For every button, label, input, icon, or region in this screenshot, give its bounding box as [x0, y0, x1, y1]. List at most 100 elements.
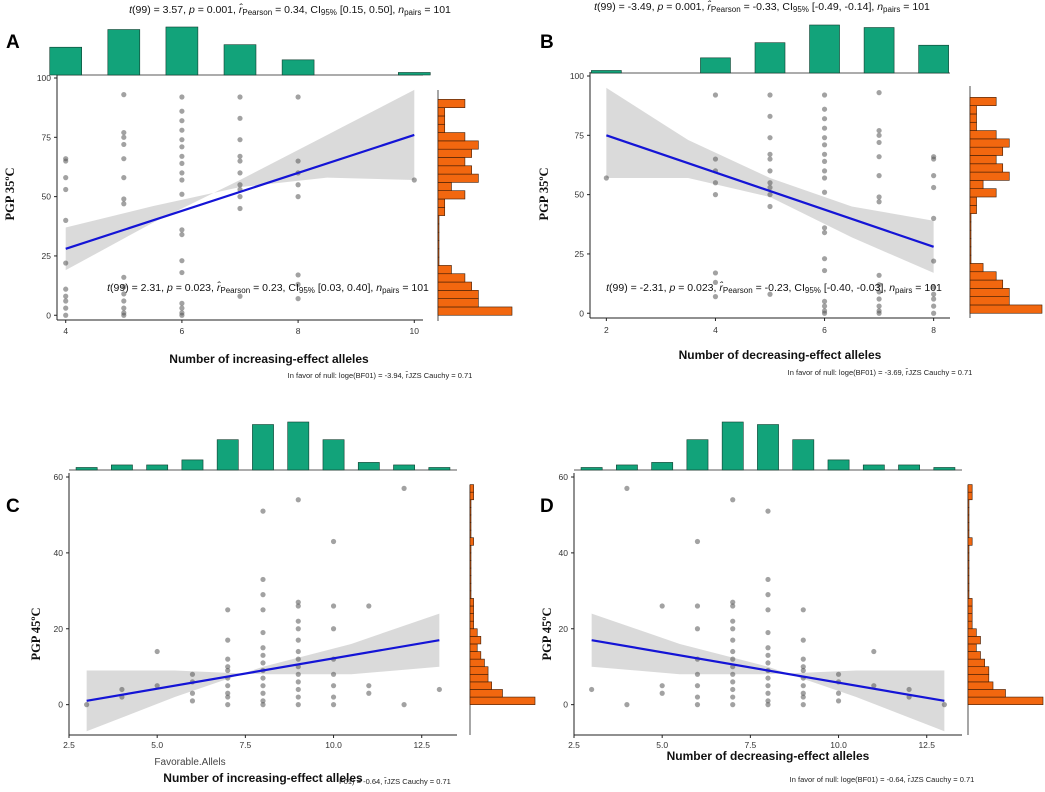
data-point — [225, 656, 231, 662]
right-hist-bar — [969, 163, 1004, 173]
right-hist-bar — [967, 582, 970, 592]
data-point — [876, 289, 882, 295]
x-tick-label: 10 — [410, 326, 420, 336]
right-hist-bar — [967, 636, 981, 645]
right-hist-bar — [967, 666, 990, 675]
top-hist-bar — [757, 424, 779, 471]
top-hist-bar — [651, 462, 674, 471]
data-point — [765, 702, 771, 708]
data-point — [295, 281, 301, 288]
top-hist-bar — [862, 464, 885, 471]
x-tick-label: 6 — [822, 325, 827, 335]
data-point — [767, 168, 773, 174]
data-point — [767, 291, 773, 297]
right-hist-bar — [437, 182, 452, 191]
data-point — [237, 293, 243, 299]
data-point — [295, 497, 301, 503]
top-hist-bar — [252, 424, 274, 471]
right-hist-bar — [437, 190, 466, 200]
right-hist-bar — [967, 598, 973, 607]
data-point — [765, 690, 771, 696]
data-point — [821, 225, 828, 231]
data-point — [295, 599, 301, 605]
right-hist-bar — [469, 567, 472, 576]
bayes-factor-text: In favor of null: loge(BF01) = -0.64, r̂… — [790, 775, 975, 784]
right-hist-bar — [469, 522, 472, 531]
data-point — [84, 702, 90, 708]
data-point — [260, 698, 266, 704]
data-point — [876, 90, 882, 96]
data-point — [237, 115, 243, 121]
right-hist-bar — [969, 196, 977, 206]
data-point — [876, 303, 882, 309]
stats-text: t(99) = -2.31, p = 0.023, r̂Pearson = -0… — [606, 280, 942, 295]
data-point — [821, 158, 828, 165]
data-point — [694, 538, 701, 545]
y-tick-label: 50 — [575, 190, 585, 200]
data-point — [237, 137, 243, 143]
data-point — [179, 227, 185, 233]
right-hist-bar — [969, 246, 972, 256]
y-axis-label: PGP 35ºC — [3, 167, 17, 220]
right-hist-bar — [969, 296, 1010, 306]
bayes-factor-text: In favor of null: loge(BF01) = -3.94, r̂… — [288, 371, 473, 380]
data-point — [712, 270, 719, 276]
data-point — [765, 576, 771, 583]
x-tick-label: 8 — [931, 325, 936, 335]
right-hist-bar — [967, 484, 973, 493]
top-hist-bar — [223, 44, 257, 76]
data-point — [237, 153, 243, 159]
right-hist-bar — [969, 105, 977, 115]
right-hist-bar — [969, 180, 984, 189]
x-tick-label: 7.5 — [744, 740, 756, 750]
data-point — [260, 629, 266, 636]
data-point — [821, 106, 828, 112]
data-point — [931, 296, 937, 302]
data-point — [121, 201, 127, 207]
right-hist-bar — [469, 673, 489, 683]
data-point — [179, 305, 185, 311]
data-point — [765, 607, 771, 613]
x-tick-label: 12.5 — [413, 740, 430, 750]
confidence-band — [65, 89, 415, 271]
right-hist-bar — [437, 223, 440, 233]
data-point — [821, 151, 828, 157]
data-point — [730, 603, 736, 609]
top-hist-bar — [393, 464, 415, 471]
right-hist-bar — [437, 240, 440, 250]
top-hist-bar — [721, 421, 744, 471]
data-point — [767, 135, 773, 141]
right-hist-bar — [967, 681, 994, 690]
top-hist-bar — [398, 72, 431, 76]
right-hist-bar — [469, 560, 472, 569]
right-hist-bar — [469, 681, 492, 690]
right-hist-bar — [967, 499, 970, 508]
right-hist-bar — [469, 658, 485, 668]
right-hist-bar — [969, 205, 977, 214]
top-hist-bar — [933, 467, 956, 471]
data-point — [121, 92, 127, 98]
data-point — [730, 648, 736, 655]
data-point — [835, 671, 842, 677]
x-axis-sublabel: Favorable.Allels — [154, 757, 225, 768]
data-point — [411, 177, 417, 183]
right-hist-bar — [967, 628, 977, 637]
data-point — [330, 683, 337, 689]
data-point — [876, 173, 882, 179]
data-point — [871, 648, 877, 655]
data-point — [179, 312, 185, 318]
data-point — [179, 300, 185, 306]
data-point — [179, 231, 185, 238]
right-hist-bar — [969, 263, 984, 273]
data-point — [295, 296, 301, 302]
data-point — [295, 702, 301, 708]
data-point — [765, 698, 771, 704]
y-tick-label: 25 — [42, 251, 52, 261]
x-tick-label: 12.5 — [918, 740, 935, 750]
data-point — [800, 690, 806, 696]
y-tick-label: 20 — [559, 624, 569, 634]
data-point — [179, 144, 185, 150]
data-point — [767, 184, 773, 191]
regression-line — [65, 133, 415, 250]
right-hist-bar — [969, 155, 997, 165]
